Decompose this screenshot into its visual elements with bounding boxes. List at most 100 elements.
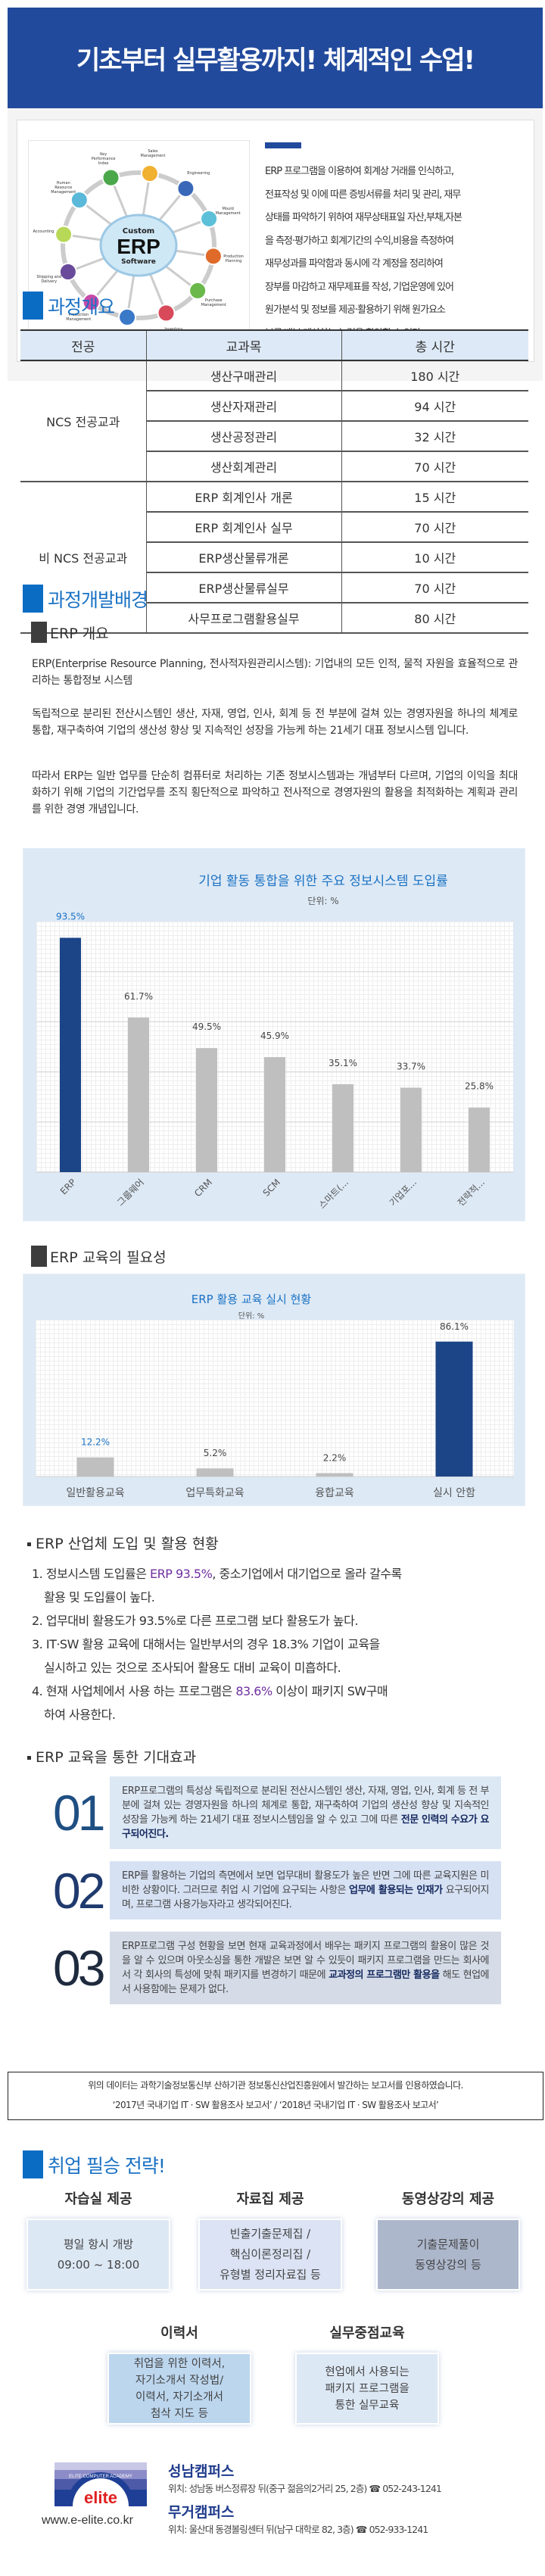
effect-box: ERP프로그램 구성 현황을 보면 현재 교육과정에서 배우는 패키지 프로그램… (110, 1932, 501, 2004)
item-text: 4. 현재 사업체에서 사용 하는 프로그램은 (32, 1684, 236, 1698)
module-label: Production Management (66, 313, 92, 323)
heading-text: 과정개발배경 (48, 588, 148, 611)
heading-square-icon (23, 2150, 43, 2178)
heading-text: ERP 개요 (50, 625, 109, 642)
paragraph: 독립적으로 분리된 전산시스템인 생산, 자재, 영업, 인사, 회계 등 전 … (32, 708, 518, 737)
table-row: 생산회계관리 70 시간 (20, 451, 528, 482)
campus-address: 위치: 울산대 동경볼링센터 뒤(남구 대학로 82, 3층) (168, 2524, 354, 2535)
x-tick-label: 그룹웨어 (115, 1177, 146, 1208)
data-label: 5.2% (204, 1448, 227, 1458)
effect-emphasis: 전문 인력의 수요가 요구되어진다. (122, 1814, 490, 1840)
hours-cell: 80 시간 (341, 603, 528, 634)
intro-line: ERP 프로그램을 이용하여 회계상 거래를 인식하고, (265, 166, 454, 177)
strategy-line: 취업을 위한 이력서, (133, 2357, 226, 2370)
intro-text: ERP 프로그램을 이용하여 회계상 거래를 인식하고, 전표작성 및 이에 따른… (265, 161, 534, 345)
strategy-line: 빈출기출문제집 / (229, 2227, 311, 2241)
strategy-title: 실무중점교육 (329, 2325, 405, 2341)
strategy-title: 이력서 (160, 2325, 198, 2341)
strategy-line: 첨삭 지도 등 (151, 2407, 208, 2420)
strategy-line: 유형별 정리자료집 등 (220, 2268, 321, 2281)
campus-address-line: 위치: 성남동 버스정류장 뒤(중구 젊음의2거리 25, 2층) ☎ 052-… (168, 2481, 442, 2495)
effect-text: 요구되어지며, 프로그램 사용가능자라고 생각되어진다. (122, 1885, 490, 1910)
effect-number: 03 (53, 1940, 105, 1996)
table-row: 사무프로그램활용실무 80 시간 (20, 603, 528, 634)
strategy-line: 패키지 프로그램을 (325, 2382, 410, 2395)
data-label: 33.7% (397, 1061, 425, 1071)
status-list: 1. 정보시스템 도입률은 ERP 93.5%, 중소기업에서 대기업으로 올라… (32, 1562, 531, 1726)
col-header: 총 시간 (341, 329, 528, 361)
subject-cell: 사무프로그램활용실무 (145, 603, 341, 634)
module-label: Shipping and Delivery (36, 274, 62, 284)
strategy-line: 이력서, 자기소개서 (135, 2390, 223, 2403)
effect-text: ERP프로그램 구성 현황을 보면 현재 교육과정에서 배우는 패키지 프로그램… (122, 1941, 490, 1981)
x-tick-label: 전략적... (456, 1177, 487, 1208)
bar (128, 1017, 149, 1172)
strategy-box: 빈출기출문제집 / 핵심이론정리집 / 유형별 정리자료집 등 (198, 2219, 342, 2291)
heading-square-icon (31, 622, 47, 643)
subject-cell: 생산자재관리 (145, 391, 341, 422)
strategy-line: 기출문제풀이 (416, 2237, 480, 2251)
strategy-line: 현업에서 사용되는 (325, 2365, 410, 2378)
bar (264, 1057, 285, 1172)
phone-icon: ☎ (369, 2483, 381, 2494)
logo-word: elite (84, 2488, 117, 2506)
chart-unit: 단위: % (238, 1312, 265, 1321)
bar (332, 1084, 353, 1172)
data-label: 61.7% (124, 991, 153, 1002)
strategy-line: 통한 실무교육 (335, 2399, 400, 2412)
effect-emphasis: 교과정의 프로그램만 활용을 (329, 1969, 440, 1981)
strategy-line: 동영상강의 등 (415, 2257, 481, 2272)
citation-box: 위의 데이터는 과학기술정보통신부 산하기관 정보통신산업진흥원에서 발간하는 … (8, 2072, 543, 2120)
strategy-line: 자기소개서 작성법/ (135, 2374, 224, 2387)
campus-address-line: 위치: 울산대 동경볼링센터 뒤(남구 대학로 82, 3층) ☎ 052-93… (168, 2521, 428, 2536)
module-label: Key Performance Index (91, 152, 116, 167)
x-tick-label: CRM (192, 1177, 214, 1199)
module-icon (188, 281, 207, 300)
campus-phone[interactable]: 052-933-1241 (369, 2524, 429, 2535)
major-cell: 비 NCS 전공교과 (20, 482, 146, 634)
item-text: , 중소기업에서 대기업으로 올라 갈수록 (212, 1567, 402, 1581)
bar (196, 1468, 234, 1477)
module-icon (140, 164, 159, 183)
hours-cell: 94 시간 (341, 391, 528, 422)
x-tick-label: 일반활용교육 (66, 1487, 124, 1499)
heading-text: ERP 교육의 필요성 (50, 1249, 167, 1266)
erp-center (99, 214, 178, 277)
diagram-center-label: Software (121, 258, 156, 266)
module-label: Production Planning (223, 254, 244, 264)
plot-area: 93.5% 61.7% 49.5% 45.9% 35.1% 33.7% 25.8% (36, 912, 513, 1173)
effect-number: 01 (53, 1785, 105, 1841)
section-heading-overview: 과정개요 (23, 292, 115, 320)
item-continuation: 하여 사용한다. (44, 1707, 116, 1722)
table-row: ERP생산물류실무 70 시간 (20, 572, 528, 603)
effect-box: ERP를 활용하는 기업의 측면에서 보면 업무대비 활용도가 높은 반면 그에… (110, 1861, 501, 1920)
website-url[interactable]: www.e-elite.co.kr (42, 2514, 133, 2527)
subject-cell: 생산공정관리 (145, 421, 341, 452)
citation-line: ‘2017년 국내기업 IT · SW 활용조사 보고서’ / ‘2018년 국… (112, 2100, 439, 2110)
diagram-center-label: Custom (123, 227, 154, 235)
bar (316, 1473, 353, 1477)
campus-name: 무거캠퍼스 (168, 2504, 235, 2521)
section-heading-strategy: 취업 필승 전략! (23, 2150, 166, 2178)
heading-text: 과정개요 (48, 295, 115, 318)
hours-cell: 10 시간 (341, 542, 528, 573)
effect-text: ERP프로그램의 특성상 독립적으로 분리된 전산시스템인 생산, 자재, 영업… (122, 1785, 490, 1826)
accent-bar (265, 142, 301, 148)
chart-education-panel: ERP 활용 교육 실시 현황 단위: % 12.2% 5.2% 2.2% 86.1%… (23, 1274, 525, 1506)
table-row: 생산공정관리 32 시간 (20, 421, 528, 452)
col-header: 전공 (20, 329, 146, 361)
heading-square-icon (23, 292, 43, 320)
strategy-line: 평일 항시 개방 (63, 2237, 134, 2251)
table-row: ERP생산물류개론 10 시간 (20, 542, 528, 573)
bullet-heading-status: ERP 산업체 도입 및 활용 현황 (27, 1533, 219, 1553)
plot-area: 12.2% 5.2% 2.2% 86.1% (36, 1320, 514, 1477)
effect-text: 해도 현업에서 사용함에는 문제가 없다. (122, 1969, 490, 1995)
item-continuation: 실시하고 있는 것으로 조사되어 활용도 대비 교육이 미흡하다. (44, 1661, 341, 1675)
campus-address: 위치: 성남동 버스정류장 뒤(중구 젊음의2거리 25, 2층) (168, 2483, 367, 2494)
strategy-title: 자료집 제공 (236, 2191, 304, 2207)
item-text: 1. 정보시스템 도입률은 (32, 1567, 151, 1581)
campus-phone[interactable]: 052-243-1241 (382, 2483, 442, 2494)
module-label: Accounting (33, 229, 54, 234)
